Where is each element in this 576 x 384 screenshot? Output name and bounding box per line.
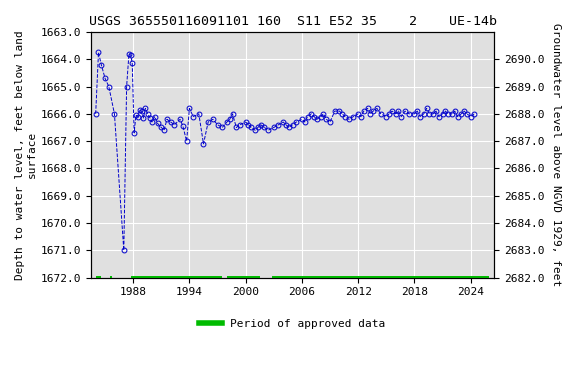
Legend: Period of approved data: Period of approved data — [195, 314, 390, 333]
Y-axis label: Groundwater level above NGVD 1929, feet: Groundwater level above NGVD 1929, feet — [551, 23, 561, 286]
Y-axis label: Depth to water level, feet below land
surface: Depth to water level, feet below land su… — [15, 30, 37, 280]
Title: USGS 365550116091101 160  S11 E52 35    2    UE-14b: USGS 365550116091101 160 S11 E52 35 2 UE… — [89, 15, 497, 28]
